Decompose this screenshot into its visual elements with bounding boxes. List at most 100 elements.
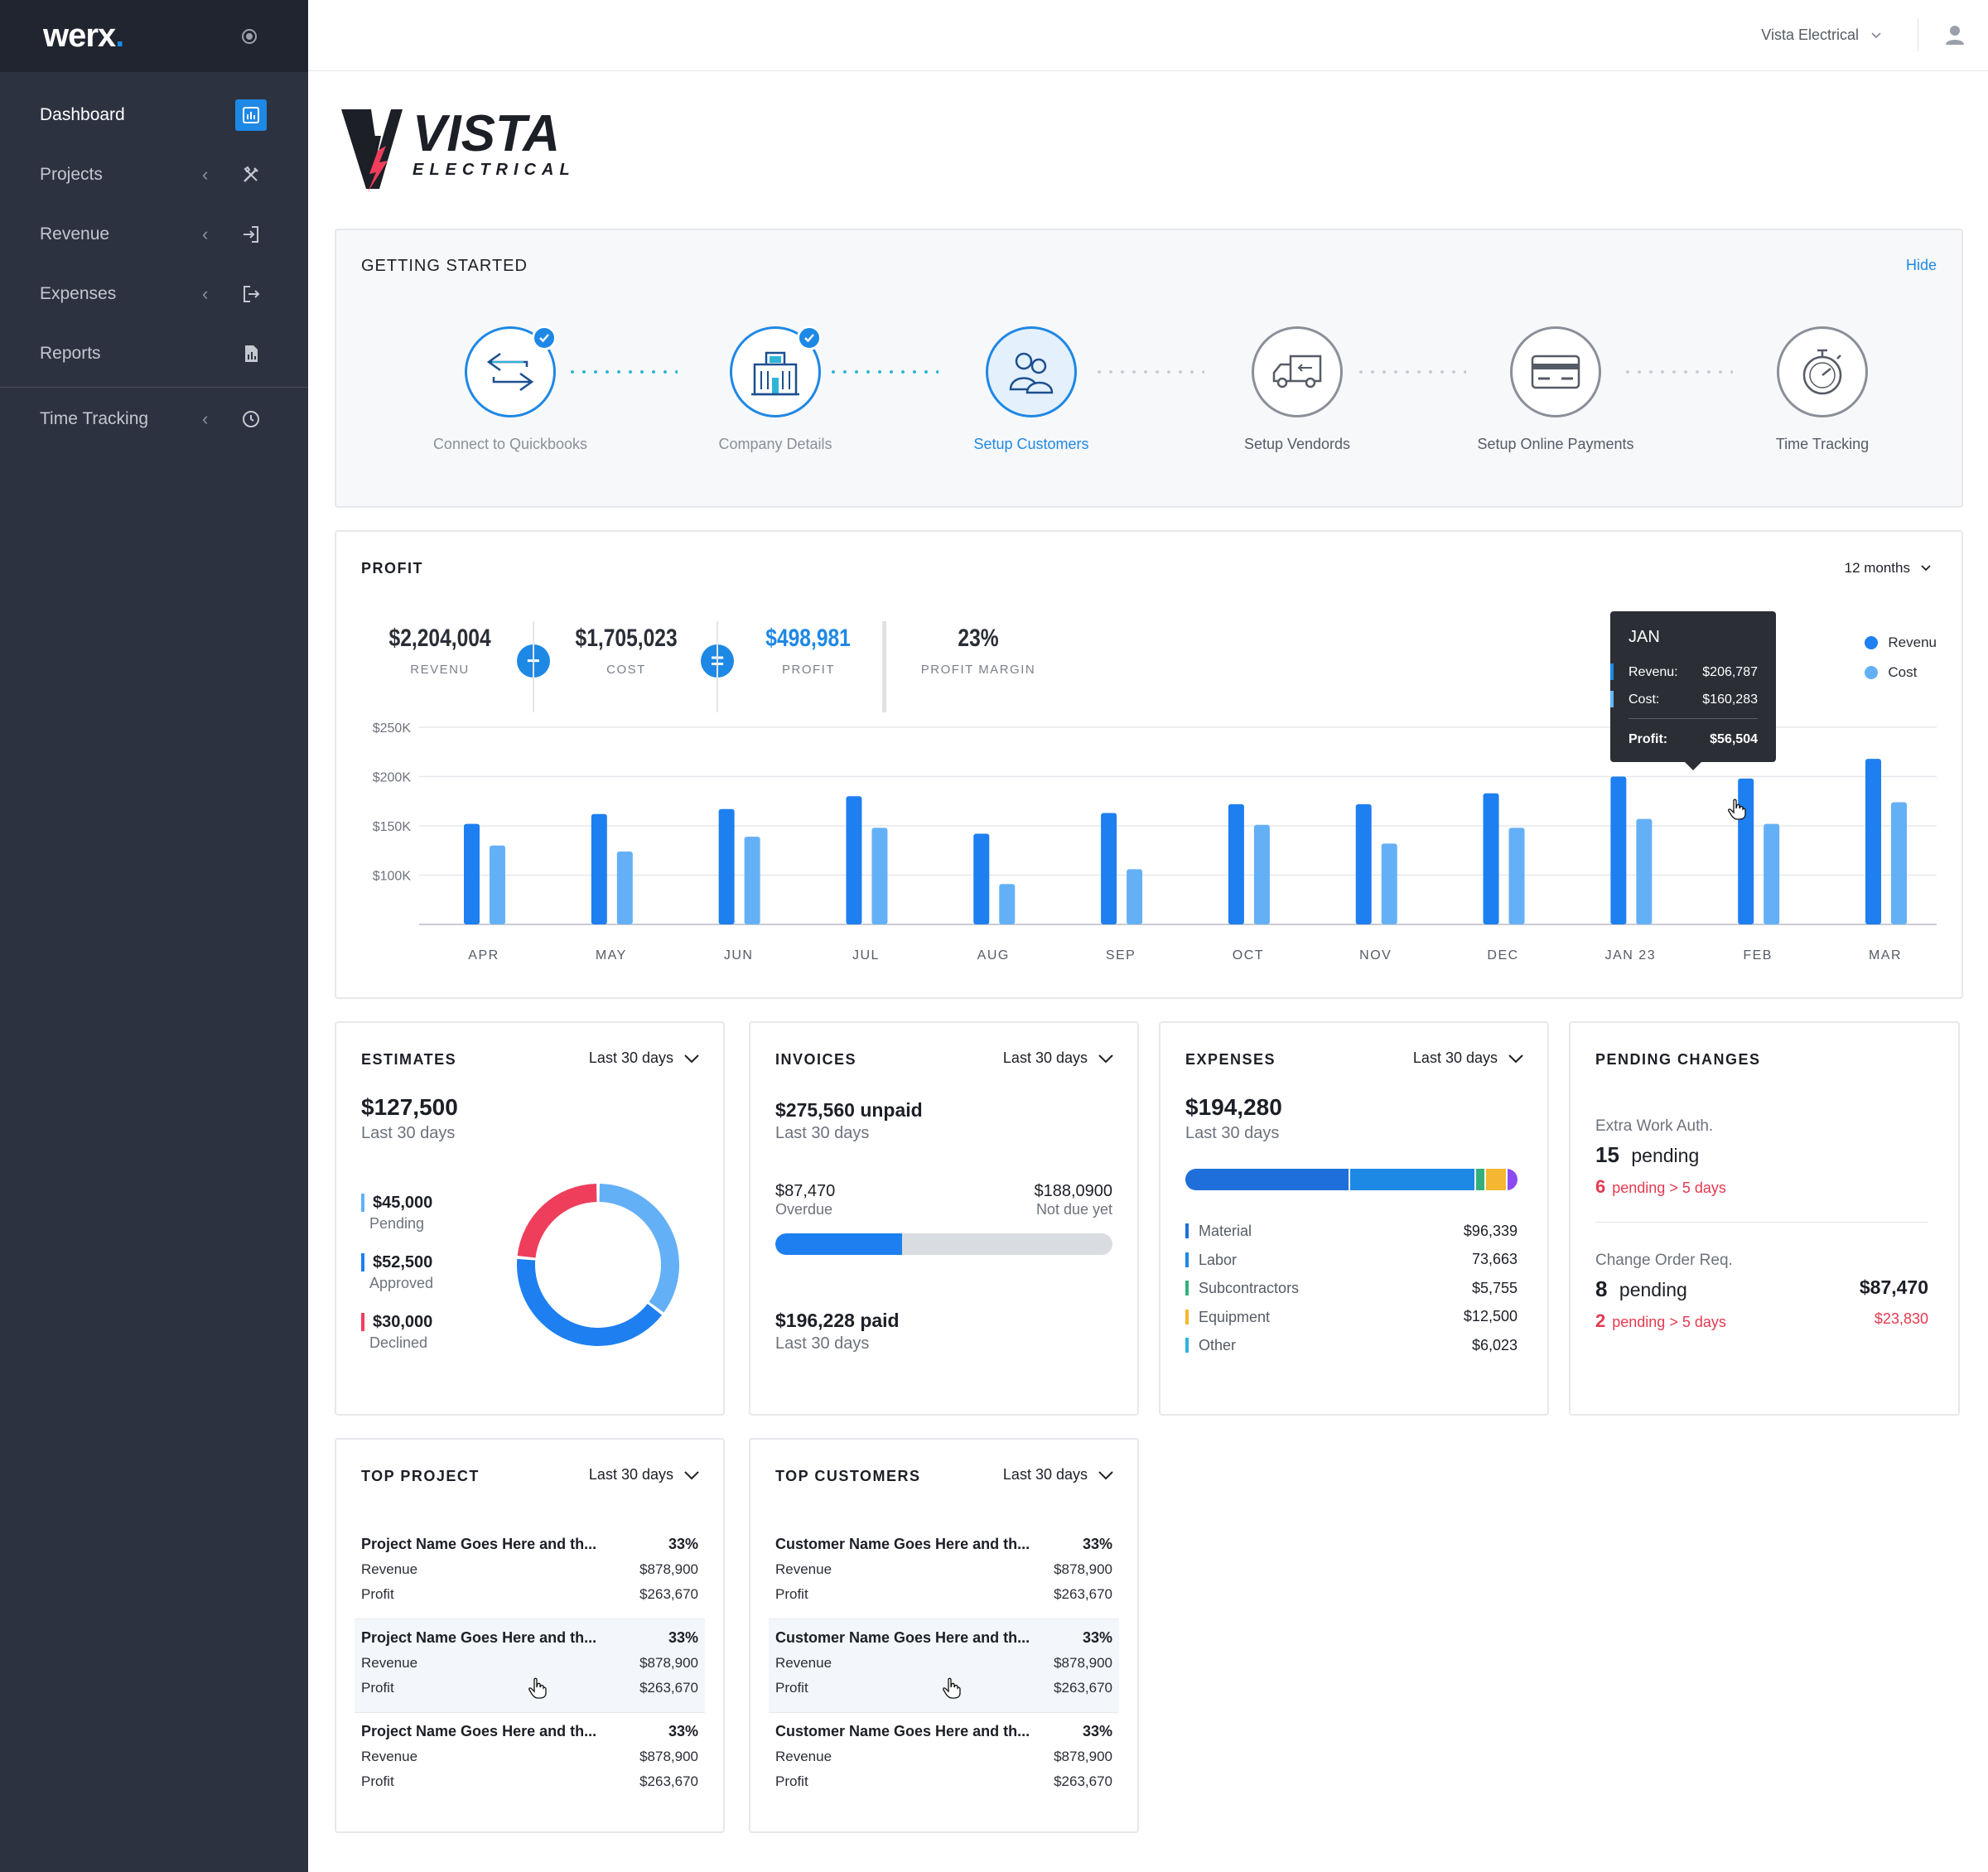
legend-cost[interactable]: Cost: [1865, 658, 1937, 688]
bar-cost[interactable]: [616, 851, 633, 924]
chevron-down-icon: [684, 1054, 699, 1063]
bar-revenue[interactable]: [1228, 803, 1244, 924]
pending-extra-work[interactable]: Extra Work Auth. 15 pending 6 pending > 5…: [1595, 1117, 1726, 1197]
bar-revenue[interactable]: [718, 808, 735, 924]
list-item[interactable]: Project Name Goes Here and th... 33% Reve…: [361, 1722, 698, 1790]
chevron-down-icon: [1508, 1054, 1523, 1063]
step-connector: [1093, 370, 1204, 374]
company-name: Vista Electrical: [1761, 27, 1859, 43]
invoices-period: Last 30 days: [775, 1124, 870, 1142]
chart-tooltip: JAN Revenu: $206,787 Cost: $160,283 Profit…: [1610, 611, 1776, 770]
step-setup-vendors[interactable]: Setup Vendords: [1189, 326, 1405, 453]
bar-cost[interactable]: [490, 845, 505, 924]
bar-revenue[interactable]: [591, 813, 607, 924]
sidebar-item-revenue[interactable]: Revenue ‹: [0, 205, 308, 264]
donut-slice-pending[interactable]: [599, 1184, 679, 1313]
list-item[interactable]: Customer Name Goes Here and th... 33% Rev…: [775, 1535, 1112, 1603]
list-item[interactable]: Project Name Goes Here and th... 33% Reve…: [361, 1535, 698, 1603]
bar-cost[interactable]: [1636, 818, 1653, 924]
hand-cursor-icon: [528, 1677, 547, 1703]
profit-range-dropdown[interactable]: 12 months: [1845, 560, 1932, 577]
stopwatch-icon: [1802, 349, 1842, 395]
invoices-range-dropdown[interactable]: Last 30 days: [1003, 1049, 1114, 1067]
estimates-card: ESTIMATES Last 30 days $127,500 Last 30 …: [335, 1021, 725, 1416]
getting-started-title: GETTING STARTED: [361, 257, 528, 275]
expenses-range-dropdown[interactable]: Last 30 days: [1413, 1049, 1524, 1067]
bar-revenue[interactable]: [973, 833, 990, 924]
sidebar-item-label: Dashboard: [40, 105, 125, 124]
bar-revenue[interactable]: [846, 796, 862, 924]
topbar: Vista Electrical: [308, 0, 1988, 71]
invoices-title: INVOICES: [775, 1051, 857, 1068]
sidebar-item-label: Expenses: [40, 284, 117, 303]
expense-segment-other: [1507, 1169, 1518, 1190]
expense-row-other: Other $6,023: [1185, 1331, 1518, 1360]
sidebar-item-expenses[interactable]: Expenses ‹: [0, 264, 308, 324]
bar-cost[interactable]: [1381, 843, 1397, 924]
bar-cost[interactable]: [1253, 824, 1270, 924]
bar-cost[interactable]: [999, 884, 1016, 924]
bar-cost[interactable]: [744, 837, 760, 924]
x-tick-label: AUG: [977, 948, 1010, 963]
bar-cost[interactable]: [1127, 869, 1143, 924]
werx-logo[interactable]: werx.: [43, 17, 124, 54]
estimate-declined: $30,000 Declined: [361, 1313, 432, 1352]
bar-cost[interactable]: [871, 827, 888, 924]
sidebar-item-time-tracking[interactable]: Time Tracking ‹: [0, 389, 308, 449]
pending-divider: [1595, 1222, 1928, 1223]
sidebar-item-projects[interactable]: Projects ‹: [0, 145, 308, 205]
x-tick-label: OCT: [1233, 948, 1264, 963]
settings-dot-icon[interactable]: [242, 28, 257, 44]
step-setup-customers[interactable]: Setup Customers: [924, 326, 1139, 453]
chevron-down-icon: [1098, 1054, 1113, 1063]
step-setup-online-payments[interactable]: Setup Online Payments: [1448, 326, 1663, 453]
donut-slice-declined[interactable]: [517, 1184, 597, 1258]
list-item[interactable]: Project Name Goes Here and th... 33% Reve…: [355, 1619, 705, 1712]
top-customers-range-dropdown[interactable]: Last 30 days: [1003, 1466, 1114, 1484]
pending-title: PENDING CHANGES: [1595, 1051, 1761, 1068]
expense-row-equipment: Equipment $12,500: [1185, 1303, 1518, 1332]
bar-cost[interactable]: [1764, 823, 1780, 924]
bar-revenue[interactable]: [1355, 803, 1372, 924]
expenses-card: EXPENSES Last 30 days $194,280 Last 30 d…: [1159, 1021, 1549, 1416]
top-project-range-dropdown[interactable]: Last 30 days: [589, 1466, 700, 1484]
sign-out-icon: [235, 278, 267, 310]
profit-title: PROFIT: [361, 560, 423, 577]
top-project-list: Project Name Goes Here and th... 33% Reve…: [355, 1526, 705, 1806]
estimates-range-dropdown[interactable]: Last 30 days: [589, 1049, 700, 1067]
sidebar-item-reports[interactable]: Reports: [0, 324, 308, 384]
sidebar-divider: [0, 387, 308, 388]
list-item[interactable]: Customer Name Goes Here and th... 33% Rev…: [769, 1619, 1119, 1712]
user-icon[interactable]: [1943, 23, 1966, 51]
legend-revenue[interactable]: Revenu: [1865, 628, 1937, 658]
step-company-details[interactable]: Company Details: [668, 326, 883, 453]
expense-segment-labor: [1349, 1169, 1476, 1190]
hand-cursor-icon: [943, 1677, 961, 1703]
donut-slice-approved[interactable]: [517, 1258, 663, 1346]
bar-revenue[interactable]: [1101, 813, 1117, 924]
sidebar-item-dashboard[interactable]: Dashboard: [0, 85, 308, 145]
bar-cost[interactable]: [1891, 802, 1907, 924]
company-selector[interactable]: Vista Electrical: [1761, 27, 1882, 44]
sidebar-item-label: Reports: [40, 344, 101, 363]
bar-revenue[interactable]: [464, 823, 480, 924]
brand-bar: werx.: [0, 0, 308, 72]
chevron-down-icon: [1921, 565, 1931, 572]
bar-revenue[interactable]: [1865, 759, 1881, 924]
list-item[interactable]: Customer Name Goes Here and th... 33% Rev…: [775, 1722, 1112, 1790]
truck-icon: [1272, 355, 1322, 388]
invoices-not-due: $188,0900 Not due yet: [1034, 1182, 1112, 1218]
bar-cost[interactable]: [1508, 827, 1525, 924]
step-label: Setup Customers: [973, 436, 1089, 452]
y-tick-label: $250K: [373, 721, 412, 736]
step-connector: [567, 370, 678, 374]
profit-summary: $2,204,004 REVENU − $1,705,023 COST = $4…: [336, 621, 1082, 716]
tooltip-title: JAN: [1629, 628, 1660, 646]
svg-text:VISTA: VISTA: [413, 105, 560, 162]
step-connect-quickbooks[interactable]: Connect to Quickbooks: [403, 326, 618, 453]
bar-revenue[interactable]: [1483, 793, 1499, 924]
bar-revenue[interactable]: [1610, 776, 1627, 925]
step-time-tracking[interactable]: Time Tracking: [1715, 326, 1930, 453]
pending-change-order[interactable]: Change Order Req. 8 pending $87,470 2 pen…: [1595, 1252, 1928, 1331]
hide-link[interactable]: Hide: [1905, 257, 1937, 273]
